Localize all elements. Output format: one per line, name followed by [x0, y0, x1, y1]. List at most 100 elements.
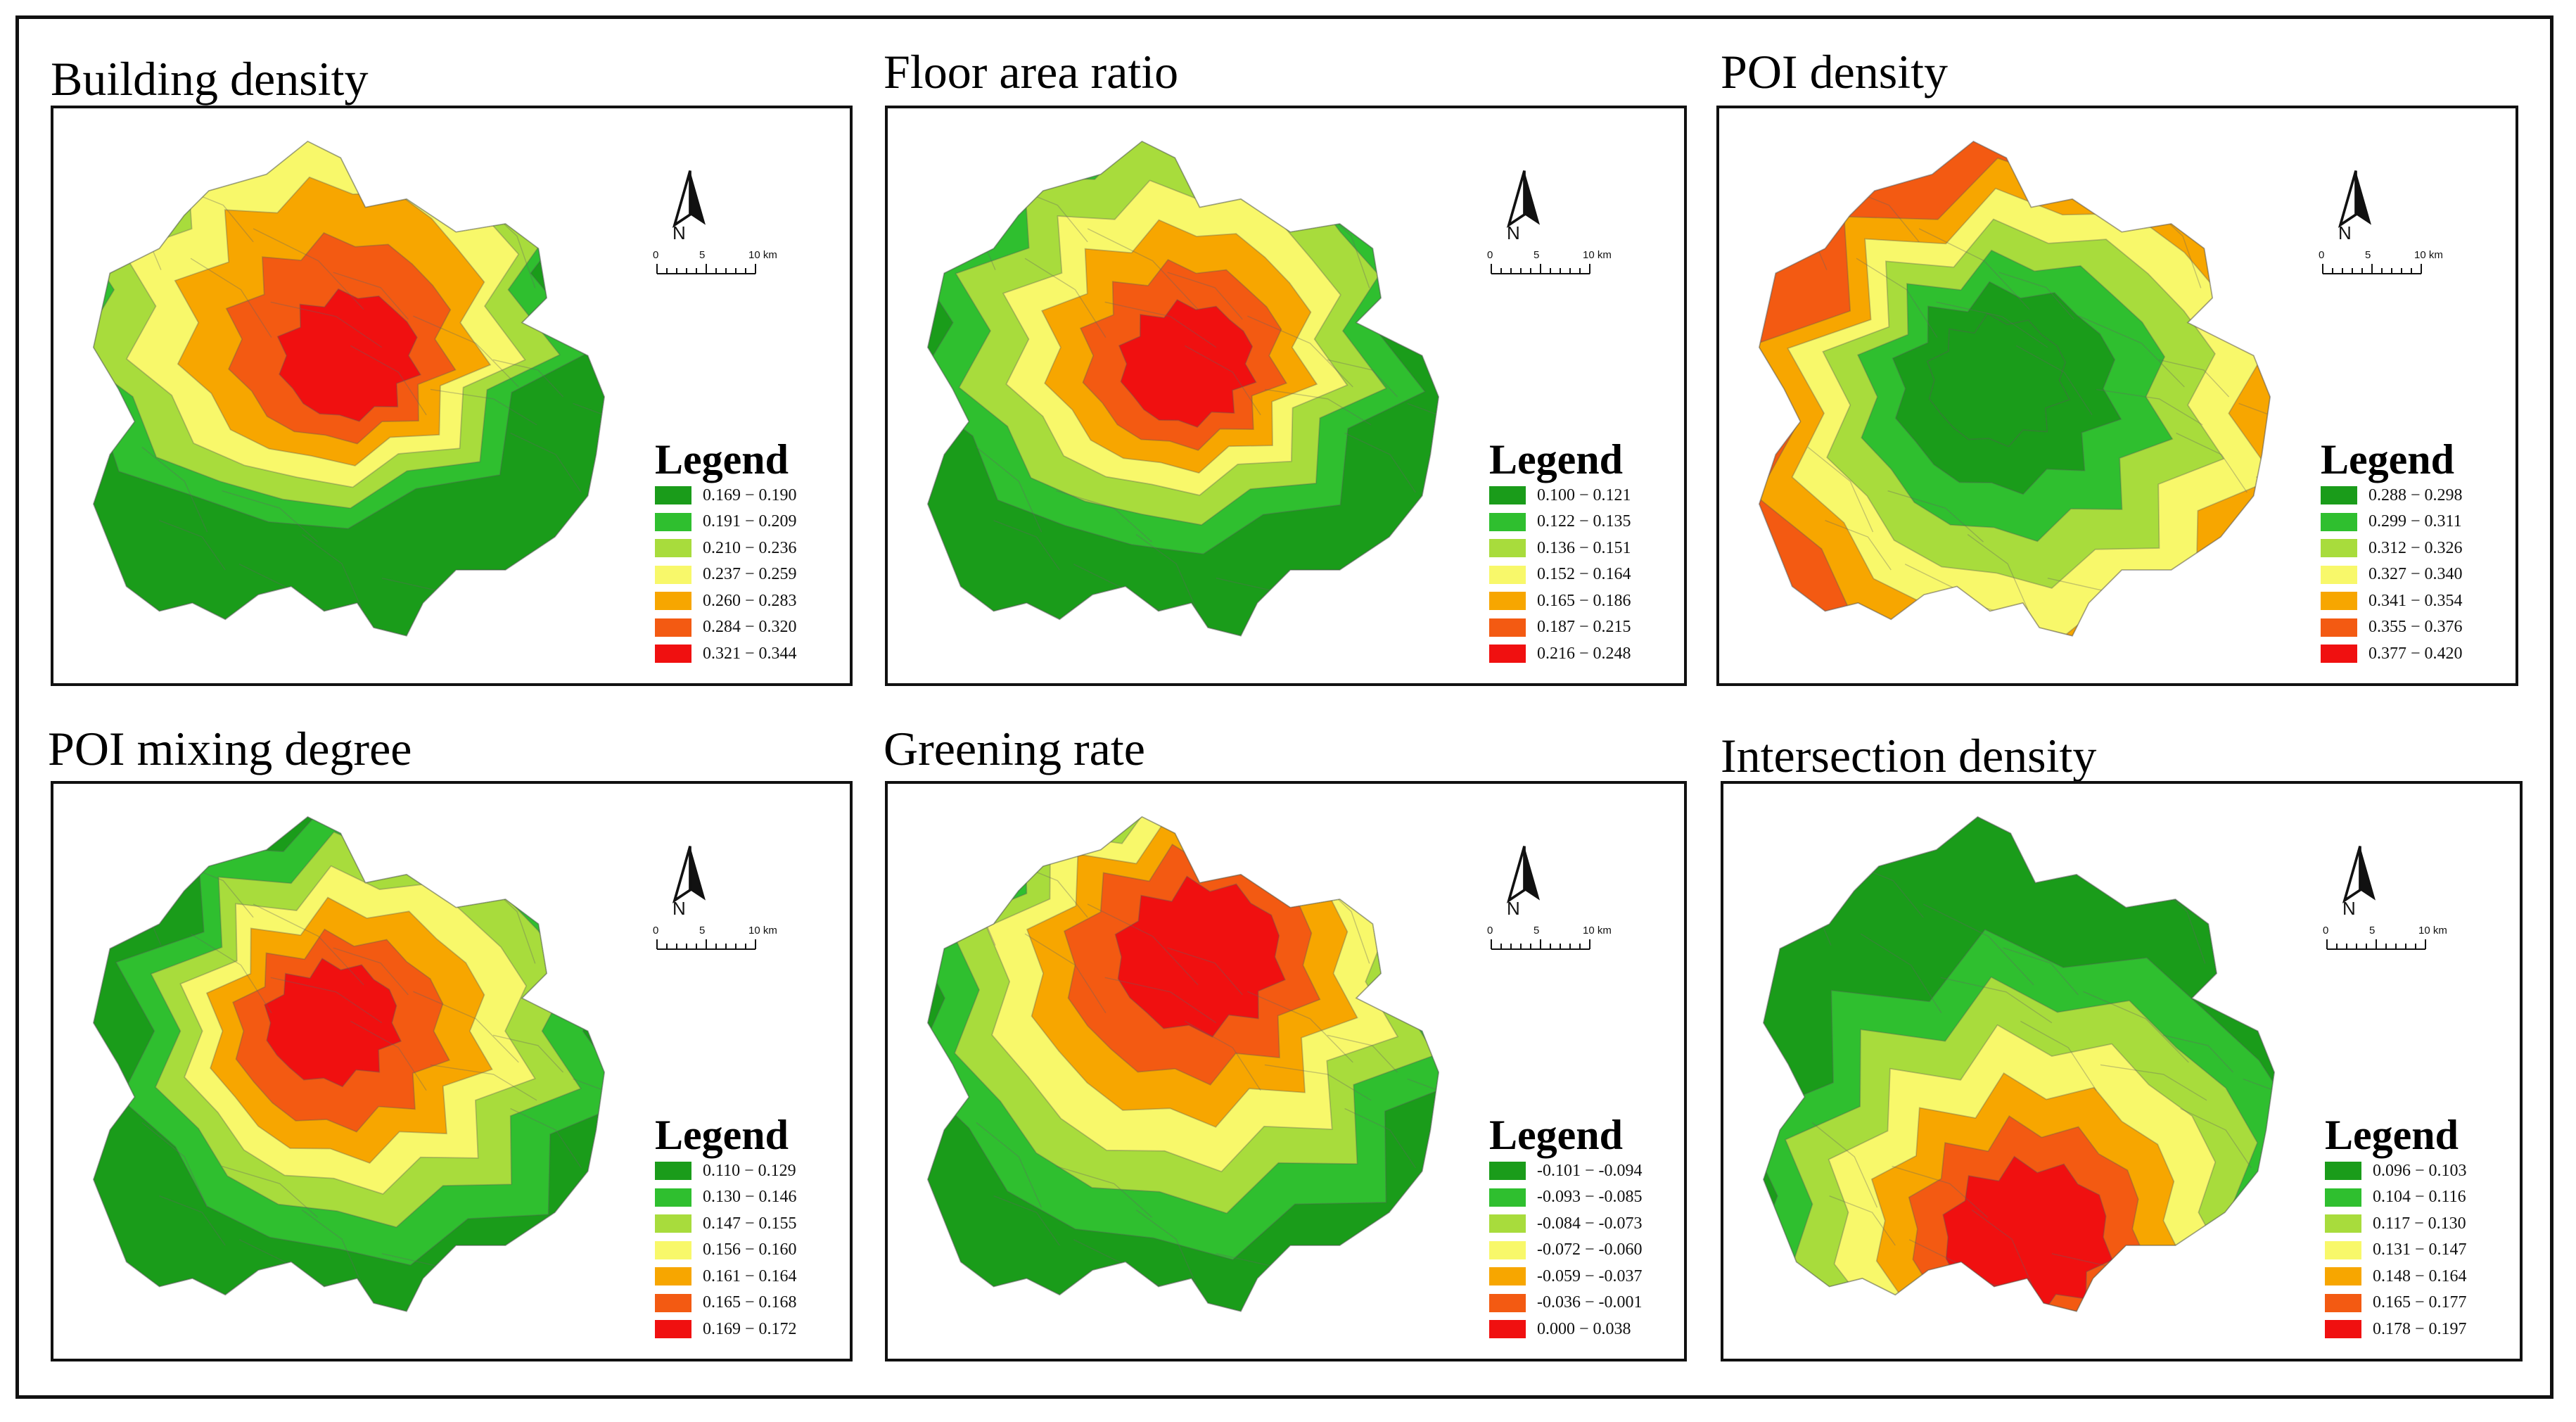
district-boundary — [93, 816, 144, 851]
district-boundary — [461, 621, 518, 636]
district-boundary — [541, 846, 605, 936]
region-outline — [1758, 140, 2271, 637]
district-boundary — [350, 345, 427, 416]
district-boundary — [1811, 1122, 1878, 1208]
region-outline — [92, 140, 606, 637]
legend-swatch — [2321, 592, 2357, 610]
district-boundary — [1104, 301, 1217, 348]
legend-swatch — [655, 592, 691, 610]
legend-item: 0.284 − 0.320 — [655, 617, 797, 638]
legend-swatch — [655, 618, 691, 637]
choropleth-map — [926, 140, 1440, 637]
legend-swatch — [1489, 539, 1526, 557]
district-boundary — [2255, 476, 2271, 561]
legend-title: Legend — [1489, 436, 1624, 483]
scale-label: 10 km — [748, 249, 777, 261]
legend-title: Legend — [655, 436, 789, 483]
map-panel: N 0 5 10 km Legend 0.100 − 0.121 0.122 − 0.135… — [885, 106, 1687, 686]
district-boundary — [253, 228, 364, 310]
district-boundary — [333, 947, 409, 996]
scale-bar — [656, 939, 756, 950]
district-boundary — [492, 1034, 564, 1073]
district-boundary — [2003, 947, 2079, 996]
legend-item: 0.299 − 0.311 — [2321, 512, 2462, 533]
district-boundary — [1087, 228, 1199, 310]
legend-item: 0.169 − 0.190 — [655, 485, 797, 506]
district-boundary — [1264, 388, 1372, 426]
district-boundary — [1407, 1078, 1439, 1141]
district-boundary — [1825, 520, 1892, 571]
legend-label: 0.165 − 0.186 — [1537, 591, 1631, 610]
legend-label: -0.093 − -0.085 — [1537, 1188, 1643, 1206]
legend-item: 0.152 − 0.164 — [1489, 564, 1631, 585]
district-boundary — [1807, 446, 1874, 533]
district-boundary — [141, 1122, 208, 1208]
district-boundary — [1887, 490, 1984, 542]
legend-label: 0.165 − 0.177 — [2373, 1293, 2467, 1312]
district-boundary — [190, 933, 272, 1014]
north-label: N — [672, 222, 686, 243]
legend-label: 0.237 − 0.259 — [703, 565, 797, 583]
legend-item: 0.131 − 0.147 — [2325, 1240, 2467, 1261]
legend-label: 0.096 − 0.103 — [2373, 1161, 2467, 1180]
legend-swatch — [1489, 1320, 1526, 1338]
district-boundary — [1185, 1020, 1261, 1091]
district-boundary — [222, 490, 318, 542]
district-boundary — [270, 301, 383, 348]
district-boundary — [2083, 991, 2189, 1063]
north-arrow-icon — [1506, 846, 1540, 903]
figure-frame — [15, 15, 2553, 1399]
legend-item: -0.036 − -0.001 — [1489, 1293, 1643, 1314]
district-boundary — [253, 903, 364, 986]
north-arrow-icon — [2338, 170, 2371, 228]
legend-title: Legend — [655, 1112, 789, 1158]
legend-label: 0.191 − 0.209 — [703, 512, 797, 531]
district-boundary — [1135, 1210, 1197, 1285]
district-boundary — [2176, 432, 2247, 493]
legend-item: 0.110 − 0.129 — [655, 1160, 796, 1181]
legend-label: 0.104 − 0.116 — [2373, 1188, 2466, 1206]
map-panel: N 0 5 10 km Legend 0.288 − 0.298 0.299 − 0.311… — [1716, 106, 2518, 686]
legend-item: 0.341 − 0.354 — [2321, 590, 2463, 611]
legend-swatch — [655, 1320, 691, 1338]
choropleth-map — [926, 815, 1440, 1312]
district-boundary — [1892, 1165, 1988, 1218]
legend-label: -0.084 − -0.073 — [1537, 1214, 1643, 1233]
district-boundary — [461, 1297, 518, 1312]
legend-swatch — [2325, 1162, 2361, 1180]
legend-item: 0.178 − 0.197 — [2325, 1319, 2467, 1340]
scale-label: 0 — [653, 249, 659, 261]
legend-item: 0.237 − 0.259 — [655, 564, 797, 585]
district-boundary — [993, 1195, 1060, 1246]
scale-bar — [656, 264, 756, 274]
district-boundary — [1344, 1107, 1416, 1169]
legend-swatch — [2325, 1293, 2361, 1312]
district-boundary — [1087, 903, 1199, 986]
choropleth-map — [92, 140, 606, 637]
legend-label: 0.110 − 0.129 — [703, 1161, 796, 1180]
district-boundary — [2180, 1107, 2252, 1169]
district-boundary — [1247, 991, 1353, 1063]
district-boundary — [1407, 402, 1439, 465]
district-boundary — [2224, 243, 2271, 298]
legend-label: -0.072 − -0.060 — [1537, 1240, 1643, 1259]
scale-label: 5 — [699, 925, 706, 937]
legend-label: 0.131 − 0.147 — [2373, 1240, 2467, 1259]
district-boundary — [1393, 243, 1439, 298]
north-arrow-icon — [1506, 170, 1540, 228]
district-boundary — [2162, 1034, 2234, 1073]
district-boundary — [301, 534, 363, 610]
legend-item: 0.156 − 0.160 — [655, 1240, 797, 1261]
legend-swatch — [655, 512, 691, 531]
district-boundary — [1829, 1195, 1896, 1246]
legend-title: Legend — [1489, 1112, 1624, 1158]
legend-swatch — [2321, 539, 2357, 557]
legend-label: 0.187 − 0.215 — [1537, 618, 1631, 636]
district-boundary — [2207, 170, 2271, 260]
legend-item: 0.165 − 0.168 — [655, 1293, 797, 1314]
district-boundary — [1104, 977, 1217, 1024]
legend-label: 0.210 − 0.236 — [703, 538, 797, 557]
legend-item: -0.101 − -0.094 — [1489, 1160, 1643, 1181]
district-boundary — [1296, 621, 1352, 636]
district-boundary — [1056, 490, 1152, 542]
